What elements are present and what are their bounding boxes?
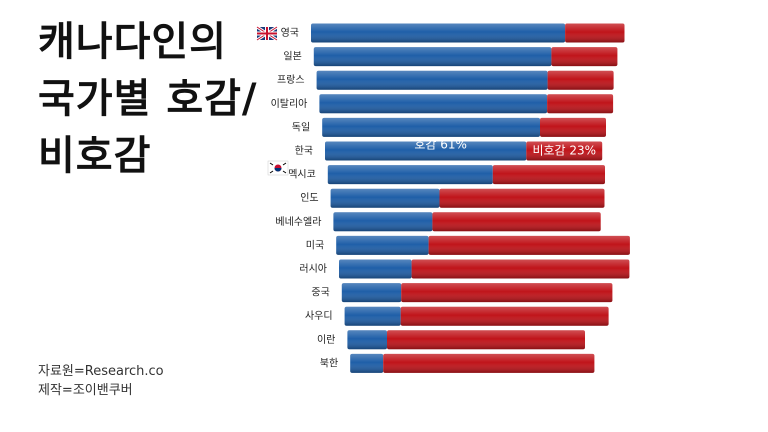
credit: 제작=조이밴쿠버 (38, 383, 133, 398)
chart-title: 캐나다인의 국가별 호감/비호감 (38, 19, 258, 179)
bar-shade (311, 23, 566, 43)
bar-shade (551, 47, 618, 67)
bar-shade (339, 259, 412, 279)
category-label: 프랑스 (277, 74, 305, 86)
bar-shade (387, 330, 585, 350)
bar-shade (316, 70, 548, 90)
bar-shade (322, 117, 540, 137)
bar-shade (565, 23, 625, 43)
bar-shade (411, 259, 630, 279)
category-label: 러시아 (299, 263, 327, 275)
bar-shade (325, 141, 527, 161)
bar-shade (313, 47, 552, 67)
bar-shade (336, 235, 429, 255)
category-label: 중국 (311, 287, 329, 299)
category-label: 한국 (295, 145, 313, 157)
bar-shade (341, 283, 402, 303)
category-label: 일본 (283, 51, 301, 63)
value-label: 호감 61% (414, 138, 467, 152)
category-label: 독일 (292, 121, 310, 133)
bar-shade (350, 353, 384, 373)
bar-shade (401, 283, 613, 303)
bar-shade (428, 235, 630, 255)
source: 자료원=Research.co (38, 364, 164, 379)
bar-shade (547, 94, 614, 114)
bar-shade (383, 353, 595, 373)
value-label: 비호감 23% (532, 144, 596, 158)
uk-flag (256, 25, 278, 42)
kr-flag (267, 160, 289, 176)
bar-shade (330, 188, 440, 208)
bar-shade (492, 165, 605, 185)
category-label: 이탈리아 (271, 97, 308, 110)
bar-shade (400, 306, 609, 326)
bar-shade (439, 188, 605, 208)
category-label: 인도 (300, 192, 318, 204)
bar-shade (344, 306, 401, 326)
category-label: 멕시코 (288, 169, 316, 181)
bar-shade (526, 141, 603, 161)
bar-shade (347, 330, 387, 350)
category-label: 북한 (320, 357, 338, 369)
bar-shade (547, 70, 614, 90)
category-label: 이란 (317, 334, 335, 346)
bar-shade (327, 165, 493, 185)
bar-shade (540, 117, 606, 137)
category-label: 영국 (281, 27, 299, 39)
bar-shade (432, 212, 601, 232)
category-label: 베네수엘라 (275, 215, 321, 228)
category-label: 미국 (306, 239, 324, 251)
bar-shade (319, 94, 548, 114)
bar-shade (333, 212, 433, 232)
category-label: 사우디 (305, 310, 333, 322)
